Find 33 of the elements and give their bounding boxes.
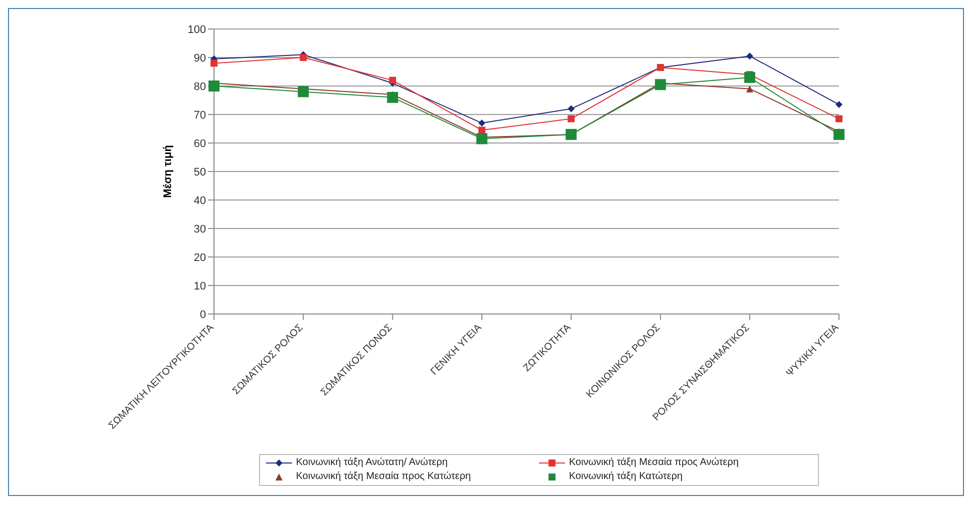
point bbox=[387, 92, 398, 103]
point bbox=[478, 120, 486, 127]
point bbox=[836, 101, 842, 108]
point bbox=[300, 54, 307, 61]
y-axis-title: Μέση τιμή bbox=[162, 144, 174, 198]
y-tick-label: 40 bbox=[194, 194, 206, 207]
y-tick-label: 10 bbox=[194, 280, 206, 292]
legend-label: Κοινωνική τάξη Μεσαία προς Κατώτερη bbox=[295, 470, 472, 484]
point bbox=[568, 105, 575, 112]
point bbox=[389, 76, 396, 84]
point bbox=[568, 115, 575, 122]
point bbox=[210, 60, 218, 67]
point bbox=[744, 72, 756, 83]
point bbox=[746, 52, 754, 60]
legend-label: Κοινωνική τάξη Κατώτερη bbox=[568, 470, 684, 484]
legend-label: Κοινωνική τάξη Ανώτατη/ Ανώτερη bbox=[295, 456, 449, 470]
y-tick-label: 0 bbox=[200, 308, 206, 321]
y-tick-label: 30 bbox=[194, 223, 206, 236]
legend-label: Κοινωνική τάξη Μεσαία προς Ανώτερη bbox=[568, 456, 740, 470]
y-tick-label: 100 bbox=[188, 24, 206, 36]
point bbox=[836, 115, 842, 122]
point bbox=[208, 80, 220, 92]
y-tick-label: 50 bbox=[194, 166, 206, 178]
y-tick-label: 80 bbox=[194, 80, 206, 93]
point bbox=[298, 86, 309, 98]
y-tick-label: 60 bbox=[194, 138, 206, 150]
y-tick-label: 20 bbox=[194, 252, 206, 264]
point bbox=[478, 126, 486, 134]
point bbox=[834, 128, 844, 140]
point bbox=[476, 133, 488, 144]
y-tick-label: 70 bbox=[194, 109, 206, 122]
y-tick-label: 90 bbox=[194, 52, 206, 64]
point bbox=[654, 79, 666, 90]
